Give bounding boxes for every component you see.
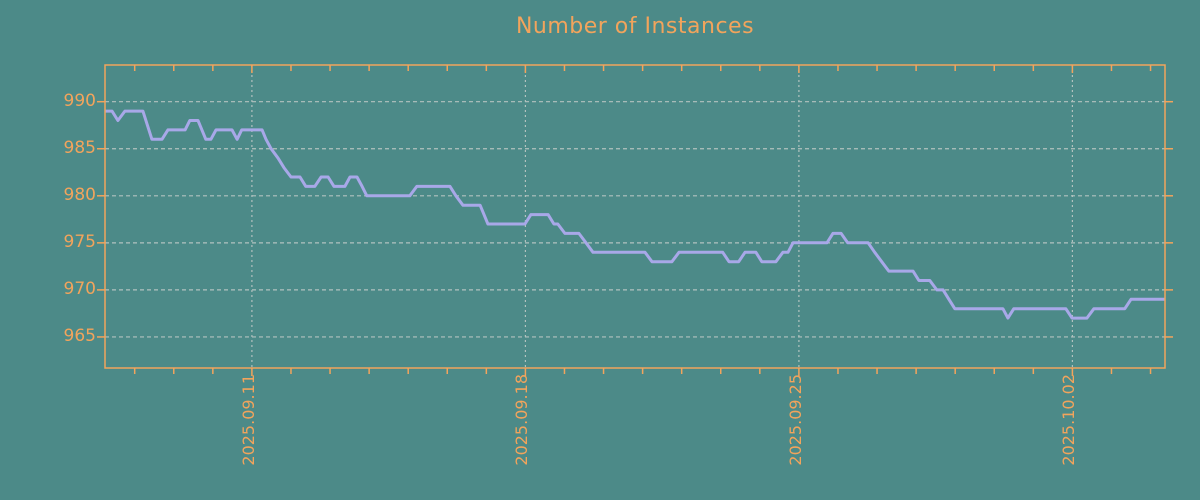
y-tick-label: 965	[63, 325, 96, 346]
y-tick-label: 970	[63, 278, 96, 299]
chart-title: Number of Instances	[515, 14, 755, 39]
x-tick-label: 2025.09.11	[238, 374, 258, 466]
x-tick-label: 2025.10.02	[1059, 374, 1079, 466]
y-tick-label: 990	[63, 90, 96, 111]
y-tick-label: 975	[63, 231, 96, 252]
data-line	[105, 109, 1165, 320]
plot-border	[104, 64, 1166, 369]
x-tick-label: 2025.09.25	[785, 374, 805, 466]
x-tick-label: 2025.09.18	[512, 374, 532, 466]
y-tick-label: 985	[63, 137, 96, 158]
y-tick-label: 980	[63, 184, 96, 205]
